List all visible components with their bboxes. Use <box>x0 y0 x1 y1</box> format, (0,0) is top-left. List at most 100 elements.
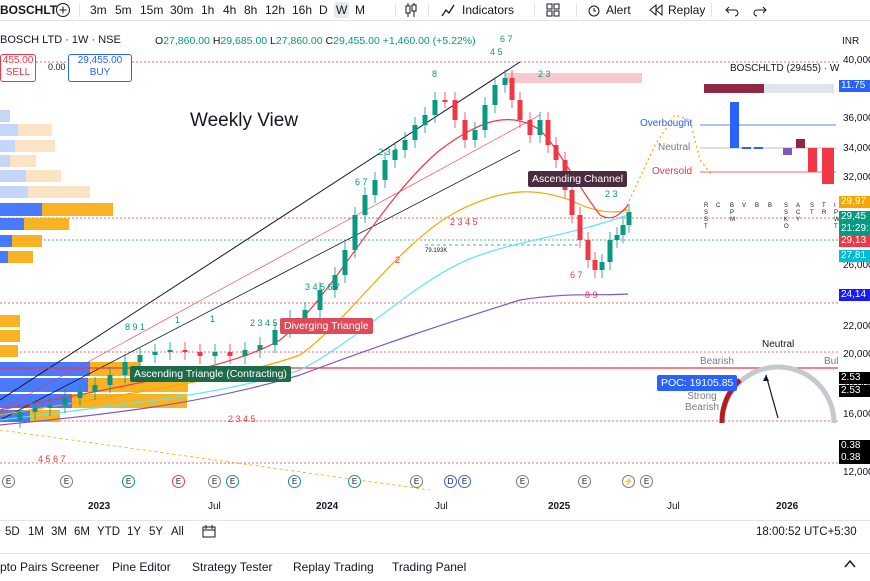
tab-strategy-tester[interactable]: Strategy Tester <box>192 560 273 574</box>
earnings-event-icon[interactable]: E <box>288 475 301 488</box>
candle-body <box>302 310 308 318</box>
x-label-2024: 2024 <box>316 501 339 512</box>
price-chart[interactable]: 2 3 4 5 4 5 6 7 6 7 8 9 2 3 4 5 2 8 9 1 … <box>0 21 870 496</box>
earnings-event-icon[interactable]: ⚡ <box>622 475 635 488</box>
price-tag: 29,13 <box>839 235 870 247</box>
replay-button[interactable]: Replay <box>668 3 706 17</box>
candle-body <box>17 412 23 420</box>
earnings-event-icon[interactable]: E <box>60 475 73 488</box>
currency-label[interactable]: INR <box>842 36 860 47</box>
replay-icon[interactable] <box>648 2 664 22</box>
range-1m[interactable]: 1M <box>28 526 44 538</box>
candle-body <box>152 352 158 355</box>
indicator-bar-label: S <box>704 217 709 223</box>
price-tag: 0.38 <box>839 452 870 464</box>
alarm-clock-icon[interactable] <box>586 2 602 22</box>
candle-body <box>92 385 98 392</box>
earnings-event-icon[interactable]: E <box>516 475 529 488</box>
interval-15m[interactable]: 15m <box>140 3 164 17</box>
symbol-line[interactable]: BOSCH LTD · 1W · NSE <box>0 34 121 46</box>
candlesticks <box>17 70 632 428</box>
candle-body <box>452 100 458 120</box>
candles-icon[interactable] <box>404 2 418 22</box>
interval-8h[interactable]: 8h <box>244 3 258 17</box>
tab-crypto-pairs-screener[interactable]: pto Pairs Screener <box>0 560 100 574</box>
range-6m[interactable]: 6M <box>74 526 90 538</box>
indicators-icon[interactable] <box>440 2 456 22</box>
indicator-bar-label: V <box>742 203 747 209</box>
range-3m[interactable]: 3M <box>51 526 67 538</box>
candle-body <box>32 408 38 412</box>
candle-body <box>592 260 598 270</box>
clock-time[interactable]: 18:00:52 UTC+5:30 <box>756 526 857 538</box>
interval-30m[interactable]: 30m <box>170 3 194 17</box>
ascending-triangle-label[interactable]: Ascending Triangle (Contracting) <box>130 366 291 382</box>
earnings-event-icon[interactable]: E <box>172 475 185 488</box>
earnings-event-icon[interactable]: E <box>122 475 135 488</box>
range-ytd[interactable]: YTD <box>97 526 120 538</box>
undo-icon[interactable] <box>724 2 740 22</box>
earnings-event-icon[interactable]: E <box>348 475 361 488</box>
candle-body <box>382 160 388 180</box>
interval-16h[interactable]: 16h <box>292 3 313 17</box>
range-5y[interactable]: 5Y <box>149 526 164 538</box>
candle-body <box>392 150 398 160</box>
buy-button[interactable]: 29,455.00 BUY <box>68 54 132 82</box>
range-bar: 5D 1M 3M 6M YTD 1Y 5Y All 18:00:52 UTC+5… <box>0 520 870 545</box>
interval-3m[interactable]: 3m <box>90 3 107 17</box>
tab-replay-trading[interactable]: Replay Trading <box>293 560 374 574</box>
price-axis-label: 36,000 <box>843 113 870 124</box>
date-range-icon[interactable] <box>201 524 217 543</box>
x-label-2025: 2025 <box>548 501 571 512</box>
redo-icon[interactable] <box>752 2 768 22</box>
price-axis-label: 22,000 <box>843 321 870 332</box>
alert-button[interactable]: Alert <box>606 3 631 17</box>
earnings-event-icon[interactable]: E <box>410 475 423 488</box>
tab-trading-panel[interactable]: Trading Panel <box>392 560 467 574</box>
interval-w[interactable]: W <box>334 2 350 18</box>
earnings-event-icon[interactable]: E <box>2 475 15 488</box>
svg-text:8 9 1: 8 9 1 <box>125 322 145 332</box>
price-axis-label: 32,000 <box>843 172 870 183</box>
layout-grid-icon[interactable] <box>545 2 561 22</box>
earnings-event-icon[interactable]: E <box>226 475 239 488</box>
earnings-event-icon[interactable]: E <box>458 475 471 488</box>
diverging-triangle-label[interactable]: Diverging Triangle <box>280 318 373 334</box>
tab-pine-editor[interactable]: Pine Editor <box>112 560 171 574</box>
indicator-bar-label: R <box>822 210 827 216</box>
earnings-event-icon[interactable]: E <box>208 475 221 488</box>
chevron-up-icon[interactable] <box>843 557 857 574</box>
range-1y[interactable]: 1Y <box>127 526 142 538</box>
candle-body <box>167 350 173 352</box>
poc-label[interactable]: POC: 19105.85 <box>657 375 738 391</box>
indicator-bar-label: A <box>796 203 801 209</box>
range-all[interactable]: All <box>171 526 184 538</box>
candle-body <box>272 330 278 345</box>
interval-4h[interactable]: 4h <box>223 3 237 17</box>
add-symbol-icon[interactable] <box>55 2 71 22</box>
sell-button[interactable]: 455.00 SELL <box>0 54 36 82</box>
earnings-event-icon[interactable]: E <box>578 475 591 488</box>
indicator-bar-label: P <box>834 210 839 216</box>
interval-d[interactable]: D <box>319 3 328 17</box>
oscillator-panel <box>700 84 836 184</box>
ascending-channel-label[interactable]: Ascending Channel <box>528 171 628 187</box>
interval-12h[interactable]: 12h <box>265 3 286 17</box>
range-5d[interactable]: 5D <box>5 526 20 538</box>
indicators-button[interactable]: Indicators <box>462 3 515 17</box>
candle-body <box>342 250 348 275</box>
earnings-event-icon[interactable]: E <box>640 475 653 488</box>
indicator-bar-label: B <box>730 203 735 209</box>
x-label-2026: 2026 <box>776 501 799 512</box>
symbol-search[interactable]: BOSCHLT <box>0 3 58 17</box>
interval-5m[interactable]: 5m <box>115 3 132 17</box>
earnings-event-icon[interactable]: D <box>444 475 457 488</box>
interval-1h[interactable]: 1h <box>201 3 215 17</box>
indicator-bar-label: M <box>730 217 735 223</box>
open-value: 27,860.00 <box>163 35 210 47</box>
svg-text:4 5 6 7: 4 5 6 7 <box>38 454 66 464</box>
symbol-legend: BOSCH LTD · 1W · NSE <box>0 34 121 46</box>
price-axis-label: 18,000 <box>843 379 870 390</box>
interval-m[interactable]: M <box>355 3 365 17</box>
volume-note: 79.193K <box>425 248 448 254</box>
